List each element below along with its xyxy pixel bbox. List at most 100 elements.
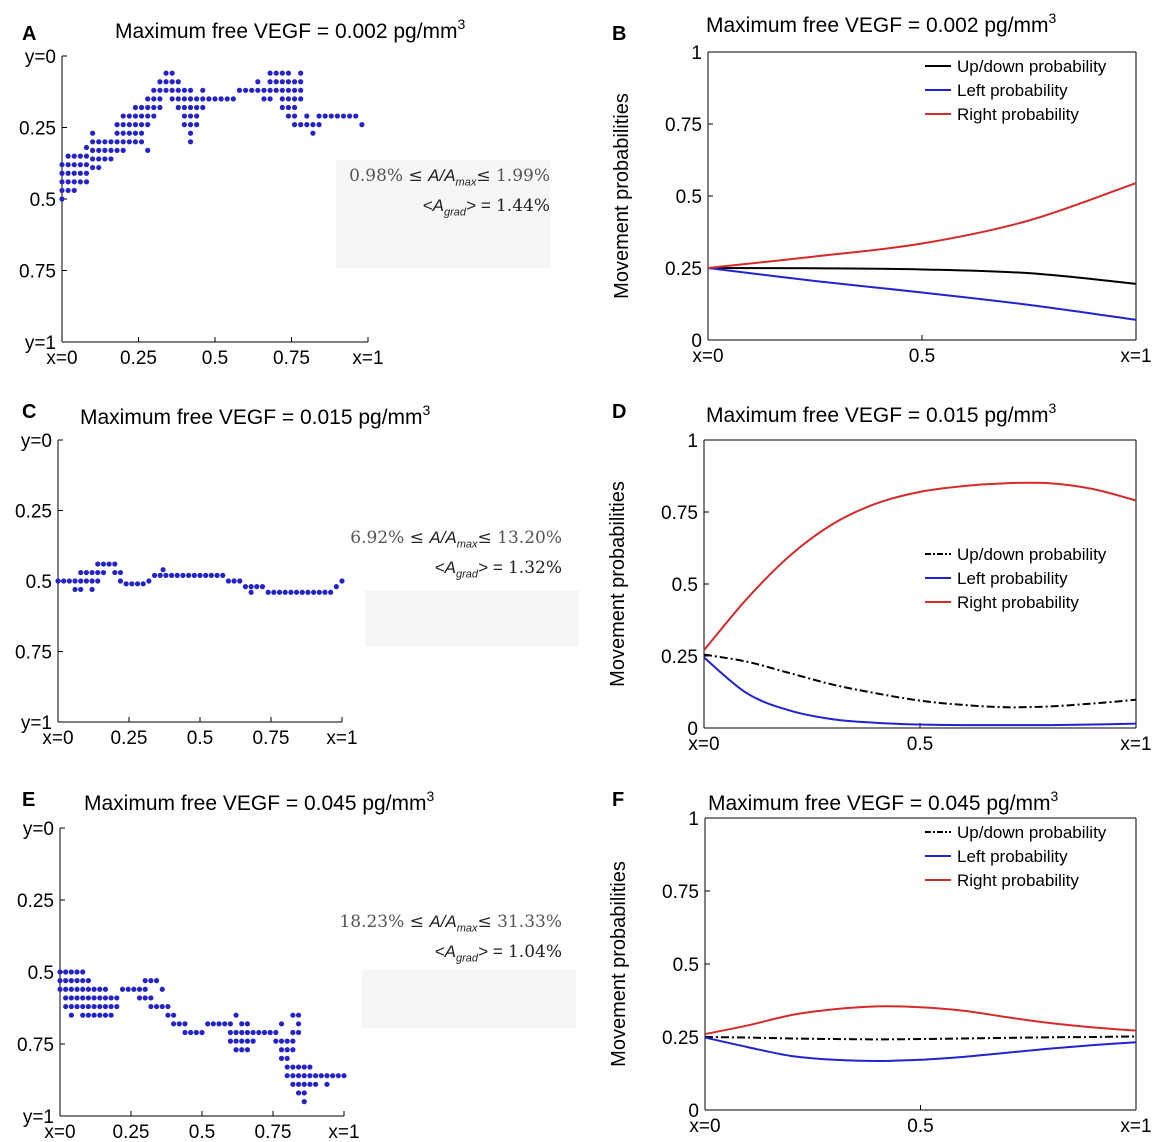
scatter-point [132, 130, 139, 136]
scatter-point [125, 986, 131, 992]
scatter-point [68, 1003, 74, 1010]
scatter-point [102, 147, 108, 153]
y-tick-label: 0 [687, 719, 698, 740]
scatter-point [324, 1073, 330, 1079]
scatter-point [148, 995, 154, 1001]
x-tick-label: x=1 [1120, 734, 1151, 755]
scatter-point [72, 586, 78, 593]
scatter-point [89, 578, 95, 584]
y-tick-label: 0.5 [26, 572, 52, 593]
stats-c: 6.92% ≤ A/Amax≤ 13.20% <Agrad> = 1.32% [350, 528, 562, 581]
y-tick-label: 0.25 [661, 647, 698, 668]
scatter-point [295, 1064, 302, 1070]
scatter-point [126, 122, 132, 128]
scatter-point [231, 578, 237, 584]
scatter-point [96, 147, 102, 153]
scatter-point [279, 70, 285, 76]
scatter-point [295, 1090, 302, 1096]
x-tick-label: 0.75 [253, 728, 290, 749]
scatter-point [227, 1021, 233, 1027]
scatter-point [267, 87, 273, 93]
scatter-point [102, 986, 109, 992]
scatter-point [239, 1021, 245, 1027]
scatter-point [181, 113, 187, 119]
scatter-point [71, 153, 77, 159]
scatter-point [301, 1099, 307, 1105]
scatter-point [233, 1038, 239, 1044]
scatter-point [285, 70, 292, 76]
scatter-point [279, 79, 285, 85]
scatter-point [68, 978, 74, 984]
scatter-point [83, 153, 90, 159]
x-tick-label: x=0 [44, 1122, 75, 1142]
scatter-point [285, 104, 292, 111]
scatter-point [95, 561, 101, 567]
panel-d: D Maximum free VEGF = 0.015 pg/mm3 x=0 0.5 x… [607, 400, 1152, 755]
series-line [703, 481, 1137, 651]
scatter-point [187, 139, 194, 145]
y-tick-label: 0.25 [15, 502, 52, 523]
scatter-point [90, 164, 96, 171]
y-tick-label: 0.75 [665, 115, 702, 136]
scatter-point [68, 995, 74, 1001]
scatter-point [63, 978, 69, 984]
y-tick-label: y=0 [21, 431, 52, 452]
scatter-point [200, 87, 206, 93]
scatter-point [102, 1003, 109, 1010]
x-tick-label: x=1 [1120, 346, 1151, 367]
scatter-point [68, 969, 74, 975]
scatter-point [132, 113, 139, 119]
scatter-point [83, 144, 90, 151]
scatter-point [279, 96, 285, 102]
scatter-point [278, 1021, 285, 1027]
scatter-point [313, 1081, 319, 1087]
scatter-point [100, 569, 107, 576]
scatter-point [126, 113, 132, 119]
x-tick-label: 0.5 [189, 1122, 215, 1142]
scatter-point [102, 156, 108, 162]
scatter-point [227, 1029, 233, 1036]
y-tick-label: 0.5 [28, 963, 54, 984]
y-tick-label: 0.75 [17, 1035, 54, 1056]
scatter-point [187, 87, 194, 93]
scatter-point [80, 1003, 86, 1010]
legend-label: Left probability [957, 847, 1068, 866]
scatter-point [96, 139, 102, 145]
scatter-point [295, 1073, 302, 1079]
x-tick-label: x=1 [326, 728, 357, 749]
scatter-point [108, 1003, 114, 1010]
scatter-point [91, 995, 97, 1001]
scatter-point [244, 1047, 251, 1053]
scatter-point [301, 1081, 307, 1087]
scatter-point [273, 70, 279, 76]
scatter-point [295, 1012, 302, 1018]
scatter-point [138, 104, 145, 111]
scatter-point [85, 1012, 91, 1018]
x-tick-label: 0.5 [907, 1116, 933, 1137]
scatter-point [322, 113, 328, 119]
scatter-point [298, 87, 304, 93]
scatter-point [194, 96, 200, 102]
scatter-point [291, 104, 298, 111]
scatter-point [151, 96, 157, 102]
scatter-point [181, 96, 187, 102]
scatter-point [298, 70, 304, 76]
scatter-point [55, 578, 61, 584]
scatter-point [65, 179, 71, 185]
scatter-point [206, 96, 212, 102]
y-tick-label: 1 [687, 431, 698, 452]
panel-b: B Maximum free VEGF = 0.002 pg/mm3 x=0 0.5 x… [611, 10, 1152, 367]
scatter-point [68, 1012, 74, 1018]
scatter-point [273, 79, 279, 85]
scatter-point [216, 1021, 222, 1027]
panel-title: Maximum free VEGF = 0.015 pg/mm3 [706, 400, 1057, 427]
scatter-point [295, 1081, 302, 1087]
scatter-point [267, 96, 273, 102]
scatter-point [74, 969, 80, 975]
scatter-point [171, 1021, 177, 1027]
scatter-point [57, 986, 63, 992]
scatter-point [77, 179, 83, 185]
scatter-point [132, 122, 139, 128]
grad-value: 1.44% [495, 196, 550, 217]
scatter-point [340, 113, 347, 119]
